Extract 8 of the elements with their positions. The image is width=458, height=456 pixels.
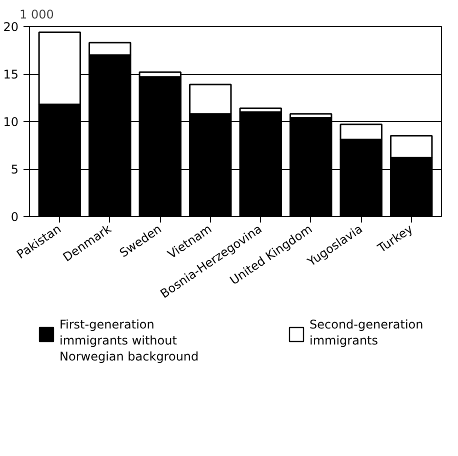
y-tick-label: 10 <box>3 115 19 129</box>
y-axis-title: 1 000 <box>20 8 54 22</box>
y-tick-label: 15 <box>3 68 19 82</box>
y-tick-label: 20 <box>3 20 19 34</box>
y-tick-label: 5 <box>10 162 19 176</box>
y-tick-label: 0 <box>10 210 19 224</box>
legend-label: Second-generation immigrants <box>310 318 424 348</box>
legend-label: First-generation immigrants without Norwegian background <box>60 318 199 364</box>
